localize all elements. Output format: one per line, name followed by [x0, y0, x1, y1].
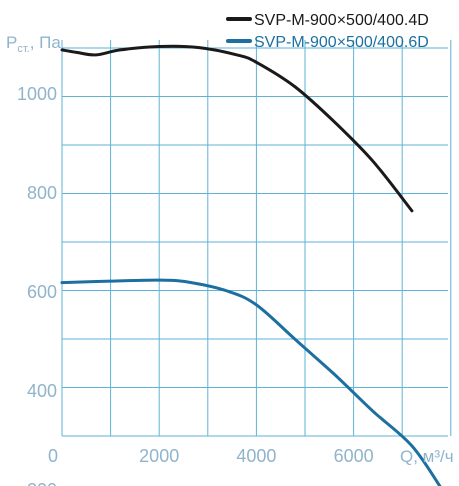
- y-axis-label-main: P: [6, 33, 17, 52]
- y-tick-label: 600: [27, 282, 57, 302]
- legend-label-series-1: SVP-M-900×500/400.4D: [254, 12, 429, 29]
- y-axis-label: Pст., Па: [6, 33, 61, 55]
- x-axis-label: Q, м³/ч: [400, 447, 454, 466]
- legend: SVP-M-900×500/400.4D SVP-M-900×500/400.6…: [226, 12, 429, 51]
- x-tick-label: 4000: [236, 446, 276, 466]
- x-tick-labels: 0 2000 4000 6000: [48, 446, 374, 466]
- y-tick-labels: 200 400 600 800 1000: [17, 84, 57, 486]
- plot-background: [62, 40, 448, 436]
- x-tick-label: 6000: [334, 446, 374, 466]
- y-tick-label: 200: [27, 480, 57, 486]
- y-tick-label: 1000: [17, 84, 57, 104]
- x-tick-label: 0: [48, 446, 58, 466]
- x-tick-label: 2000: [139, 446, 179, 466]
- y-tick-label: 800: [27, 183, 57, 203]
- legend-label-series-2: SVP-M-900×500/400.6D: [254, 34, 429, 51]
- y-axis-label-sub: ст.: [17, 43, 29, 55]
- series-line-2: [60, 278, 442, 486]
- series-lines: [60, 44, 442, 486]
- y-axis-label-unit: , Па: [30, 33, 62, 52]
- grid: [61, 40, 452, 437]
- y-tick-label: 400: [27, 381, 57, 401]
- series-line-1: [60, 44, 414, 213]
